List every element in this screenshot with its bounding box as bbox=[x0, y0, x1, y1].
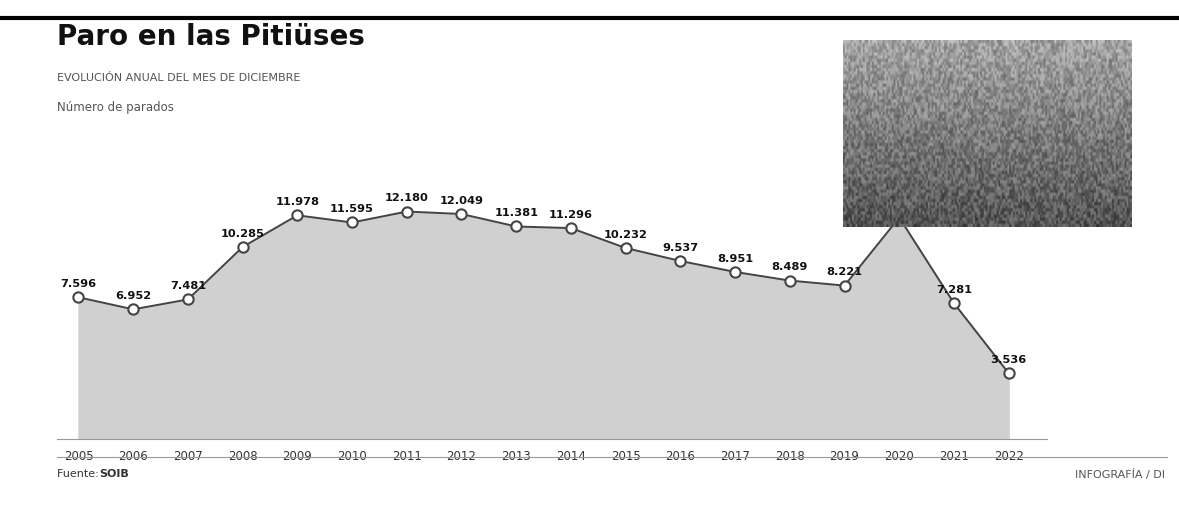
Point bbox=[944, 299, 963, 307]
Point bbox=[780, 277, 799, 285]
Text: 11.595: 11.595 bbox=[330, 204, 374, 214]
Point bbox=[343, 219, 362, 227]
Text: 9.537: 9.537 bbox=[663, 242, 698, 252]
Text: 10.232: 10.232 bbox=[604, 230, 647, 240]
Point bbox=[725, 268, 744, 276]
Text: 8.221: 8.221 bbox=[826, 267, 863, 277]
Point bbox=[1000, 369, 1019, 377]
Point bbox=[835, 282, 854, 290]
Point bbox=[617, 244, 635, 252]
Point bbox=[233, 243, 252, 251]
Text: 8.951: 8.951 bbox=[717, 254, 753, 264]
Text: 11.978: 11.978 bbox=[276, 197, 320, 207]
Point bbox=[671, 257, 690, 265]
Text: 7.281: 7.281 bbox=[936, 285, 971, 295]
Text: SOIB: SOIB bbox=[99, 469, 129, 479]
Text: 6.952: 6.952 bbox=[116, 291, 151, 301]
Point bbox=[178, 295, 197, 304]
Text: 11.381: 11.381 bbox=[494, 208, 538, 218]
Point bbox=[288, 211, 307, 219]
Point bbox=[124, 306, 143, 314]
Text: 11.296: 11.296 bbox=[549, 210, 593, 220]
Text: 8.489: 8.489 bbox=[771, 262, 808, 272]
Point bbox=[890, 214, 909, 222]
Text: 3.536: 3.536 bbox=[990, 355, 1027, 365]
Text: 7.596: 7.596 bbox=[60, 279, 97, 289]
Text: 11.858: 11.858 bbox=[877, 199, 921, 209]
Text: EVOLUCIÓN ANUAL DEL MES DE DICIEMBRE: EVOLUCIÓN ANUAL DEL MES DE DICIEMBRE bbox=[57, 73, 299, 83]
Text: 12.180: 12.180 bbox=[384, 193, 429, 203]
Text: 10.285: 10.285 bbox=[220, 229, 264, 239]
Point bbox=[561, 224, 580, 232]
Text: INFOGRAFÍA / DI: INFOGRAFÍA / DI bbox=[1075, 469, 1165, 480]
Text: 12.049: 12.049 bbox=[440, 195, 483, 206]
Point bbox=[452, 210, 470, 218]
Point bbox=[397, 208, 416, 216]
Text: Fuente:: Fuente: bbox=[57, 469, 101, 479]
Text: Número de parados: Número de parados bbox=[57, 101, 173, 114]
Text: 7.481: 7.481 bbox=[170, 281, 206, 291]
Point bbox=[70, 293, 88, 301]
Text: Paro en las Pitiüses: Paro en las Pitiüses bbox=[57, 23, 364, 50]
Point bbox=[507, 222, 526, 230]
